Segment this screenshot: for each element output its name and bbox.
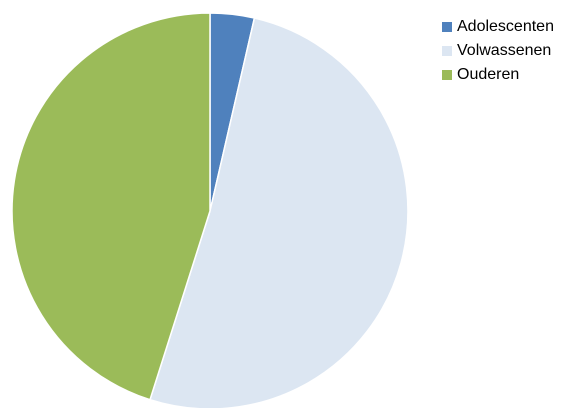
legend-item-adolescenten: Adolescenten [442,18,554,35]
legend-label-adolescenten: Adolescenten [457,18,554,35]
legend-swatch-adolescenten [442,21,452,32]
legend-swatch-ouderen [442,69,452,80]
legend-item-volwassenen: Volwassenen [442,42,554,59]
legend-item-ouderen: Ouderen [442,66,554,83]
chart-legend: Adolescenten Volwassenen Ouderen [442,18,554,83]
pie-slice-ouderen [11,12,211,401]
pie-slice-volwassenen [149,17,409,408]
legend-label-volwassenen: Volwassenen [457,42,552,59]
legend-swatch-volwassenen [442,45,452,56]
legend-label-ouderen: Ouderen [457,66,520,83]
